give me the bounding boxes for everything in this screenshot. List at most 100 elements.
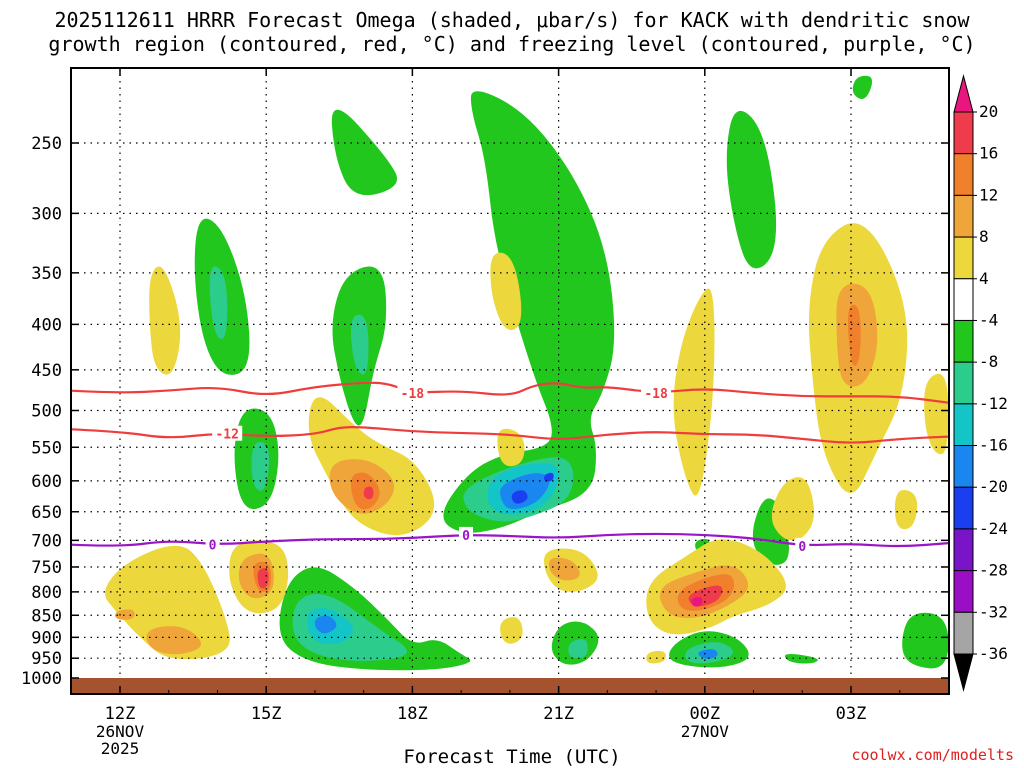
colorbar-swatch bbox=[953, 319, 974, 363]
omega-region-8 bbox=[146, 626, 202, 655]
title-line-2: growth region (contoured, red, °C) and f… bbox=[48, 32, 976, 56]
colorbar-swatch bbox=[953, 153, 974, 196]
y-tick-label: 900 bbox=[31, 628, 62, 648]
omega-region-4 bbox=[924, 373, 949, 455]
colorbar-label: -16 bbox=[979, 436, 1008, 455]
omega-region-neg4 bbox=[902, 612, 949, 669]
colorbar-swatch bbox=[953, 570, 974, 613]
y-tick-label: 950 bbox=[31, 649, 62, 669]
colorbar-swatch bbox=[953, 445, 974, 488]
title-line-1: 2025112611 HRRR Forecast Omega (shaded, … bbox=[54, 8, 970, 32]
omega-region-4 bbox=[105, 545, 230, 660]
x-tick-label: 03Z bbox=[836, 704, 867, 724]
y-tick-label: 750 bbox=[31, 558, 62, 578]
colorbar-label: 4 bbox=[979, 269, 989, 288]
omega-region-4 bbox=[149, 266, 181, 375]
colorbar-label: -32 bbox=[979, 602, 1008, 621]
omega-region-neg4 bbox=[443, 91, 615, 533]
colorbar-label: -28 bbox=[979, 561, 1008, 580]
colorbar-label: 8 bbox=[979, 227, 989, 246]
colorbar-swatch bbox=[953, 278, 974, 321]
x-tick-label: 15Z bbox=[251, 704, 282, 724]
contour-label-bg bbox=[205, 536, 220, 552]
colorbar-swatch bbox=[953, 361, 974, 405]
colorbar-label: -12 bbox=[979, 394, 1008, 413]
contour-label: 0 bbox=[462, 529, 470, 544]
contour-label-bg bbox=[212, 425, 243, 441]
omega-region-neg4 bbox=[852, 75, 873, 100]
omega-region-neg8 bbox=[568, 639, 588, 659]
colorbar-label: -20 bbox=[979, 477, 1008, 496]
colorbar-label: -36 bbox=[979, 644, 1008, 663]
colorbar-swatch bbox=[953, 486, 974, 530]
contour-label-bg bbox=[459, 526, 474, 542]
contour-label: 0 bbox=[798, 540, 806, 555]
omega-region-neg8 bbox=[350, 314, 369, 375]
omega-region-16 bbox=[257, 568, 269, 589]
omega-region-20 bbox=[691, 596, 703, 607]
omega-region-neg8 bbox=[209, 266, 228, 340]
credit-link[interactable]: coolwx.com/modelts bbox=[851, 746, 1014, 764]
y-tick-label: 700 bbox=[31, 531, 62, 551]
x-tick-date-label: 27NOV bbox=[681, 722, 730, 741]
colorbar-swatch bbox=[953, 403, 974, 447]
x-tick-label: 18Z bbox=[397, 704, 428, 724]
y-tick-label: 550 bbox=[31, 438, 62, 458]
contour-label-bg bbox=[397, 385, 428, 401]
omega-region-neg20 bbox=[544, 472, 554, 482]
omega-region-neg4 bbox=[784, 653, 818, 664]
omega-region-4 bbox=[646, 650, 666, 664]
colorbar-top-cap bbox=[953, 74, 974, 113]
chart-title: 2025112611 HRRR Forecast Omega (shaded, … bbox=[0, 8, 1024, 56]
grid-lines bbox=[71, 68, 949, 678]
omega-region-16 bbox=[363, 486, 374, 500]
y-tick-label: 850 bbox=[31, 606, 62, 626]
omega-region-neg4 bbox=[331, 109, 398, 196]
x-tick-year-label: 2025 bbox=[101, 739, 140, 758]
colorbar-label: -4 bbox=[979, 310, 998, 329]
colorbar: 20 16 12 8 4 -4 -8 -12 -16 -20 -24 -28 -32 -36 bbox=[953, 74, 1008, 692]
omega-region-12 bbox=[847, 304, 861, 367]
contour-label: -12 bbox=[215, 428, 238, 443]
x-tick-label: 12Z bbox=[105, 704, 136, 724]
x-axis-title: Forecast Time (UTC) bbox=[403, 746, 621, 768]
omega-shading bbox=[105, 75, 949, 671]
colorbar-label: 16 bbox=[979, 144, 998, 163]
temperature-contours: -18 -18 -12 0 0 0 bbox=[71, 381, 949, 555]
y-tick-label: 650 bbox=[31, 503, 62, 523]
omega-region-8 bbox=[115, 609, 135, 620]
omega-region-4 bbox=[673, 288, 715, 496]
omega-region-4 bbox=[500, 617, 523, 644]
omega-region-neg8 bbox=[251, 441, 270, 491]
contour-line-neg18 bbox=[71, 381, 949, 404]
colorbar-label: 12 bbox=[979, 185, 998, 204]
y-tick-label: 450 bbox=[31, 361, 62, 381]
contour-label: -18 bbox=[644, 387, 668, 402]
colorbar-label: -24 bbox=[979, 519, 1008, 538]
contour-line-0 bbox=[71, 532, 949, 548]
colorbar-swatch bbox=[953, 236, 974, 280]
y-tick-label: 250 bbox=[31, 134, 62, 154]
colorbar-label: -8 bbox=[979, 352, 998, 371]
colorbar-swatch bbox=[953, 194, 974, 238]
contour-label-bg bbox=[641, 385, 672, 401]
colorbar-swatch bbox=[953, 528, 974, 572]
omega-region-neg20 bbox=[511, 490, 528, 504]
omega-region-4 bbox=[771, 477, 814, 541]
contour-label: 0 bbox=[209, 538, 217, 553]
omega-region-neg16 bbox=[698, 649, 718, 659]
colorbar-swatch bbox=[953, 111, 974, 155]
y-tick-label: 350 bbox=[31, 264, 62, 284]
omega-region-neg4 bbox=[726, 110, 777, 269]
y-tick-label: 500 bbox=[31, 402, 62, 422]
y-axis: 2503003504004505005506006507007508008509… bbox=[21, 134, 949, 689]
contour-label: -18 bbox=[401, 387, 425, 402]
omega-region-neg16 bbox=[500, 473, 550, 510]
omega-region-4 bbox=[894, 489, 918, 530]
colorbar-swatch bbox=[953, 611, 974, 655]
y-tick-label: 300 bbox=[31, 204, 62, 224]
colorbar-bottom-cap bbox=[953, 653, 974, 692]
omega-region-neg16 bbox=[314, 615, 337, 634]
